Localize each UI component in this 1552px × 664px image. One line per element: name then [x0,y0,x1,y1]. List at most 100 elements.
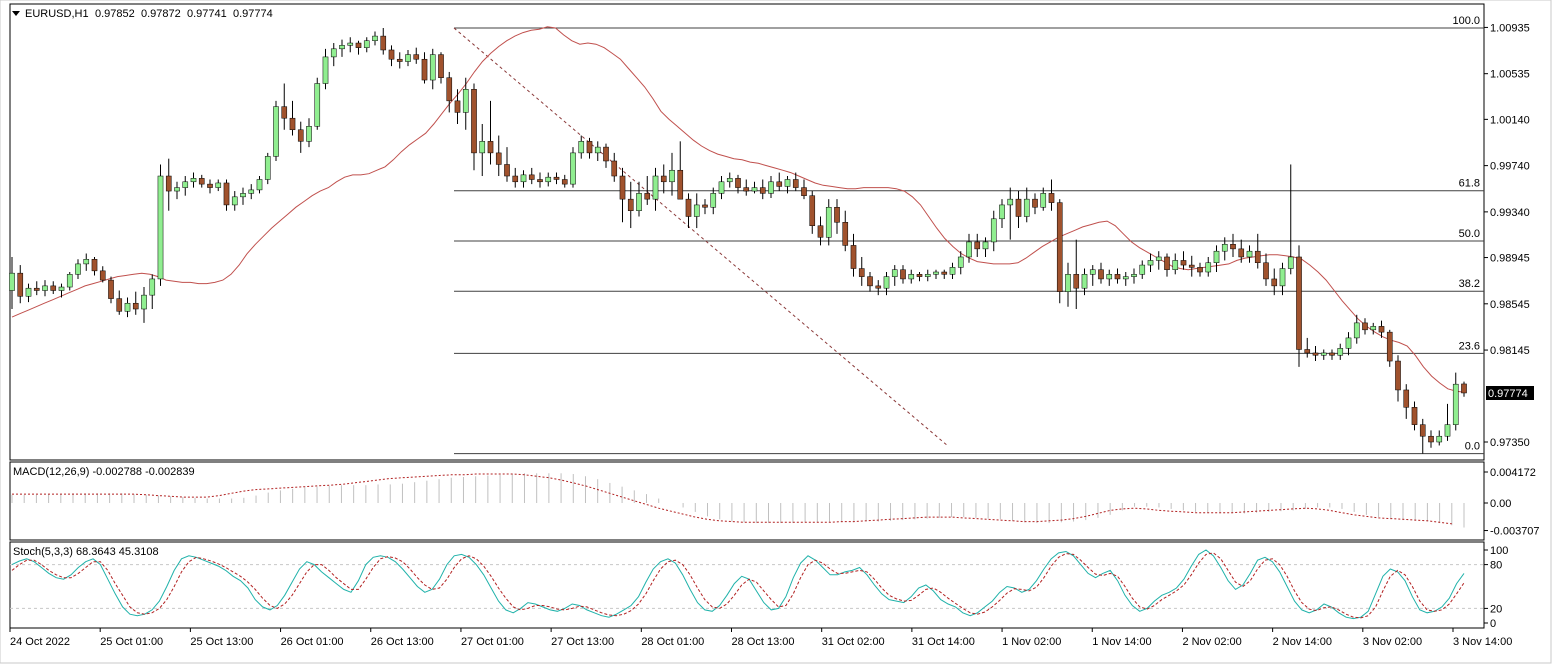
candle [924,269,931,282]
bull-candle-body [42,285,48,291]
bull-candle-body [1147,260,1154,266]
bear-candle-body [504,164,510,177]
candle [50,281,57,294]
candle [1221,237,1228,261]
fibonacci-retracement[interactable]: 100.0 61.8 50.0 38.2 23.6 0.0 [453,15,1484,455]
bull-candle-body [1081,274,1088,289]
macd-tick-label: 0.004172 [1490,467,1536,479]
candle [751,181,758,194]
candle [1007,187,1014,240]
candle [413,47,420,64]
bull-candle-body [1279,268,1286,287]
candle [1411,401,1418,431]
bull-candle-body [75,263,81,275]
candle [240,187,246,205]
bull-candle-body [933,271,939,275]
candle [141,287,147,323]
bull-candle-body [273,106,279,157]
candle [1254,233,1261,269]
bull-candle-body [1213,250,1220,264]
bull-candle-body [999,204,1005,220]
ma-line-path [11,26,1465,393]
bull-candle-body [1106,274,1113,280]
bear-candle-body [198,178,205,185]
bull-candle-body [1205,262,1212,273]
bear-candle-body [132,302,139,310]
bull-candle-body [1007,198,1014,206]
time-tick-label: 27 Oct 01:00 [461,636,524,648]
time-tick-label: 1 Nov 14:00 [1092,636,1151,648]
candle [1403,384,1410,419]
bear-candle-body [1403,389,1410,408]
bear-candle-body [941,271,948,275]
ohlc-close: 0.97774 [233,8,273,20]
time-axis: 24 Oct 2022 25 Oct 01:00 25 Oct 13:00 26 Oc… [9,628,1512,648]
stoch-main-line [11,549,1465,620]
price-tick-label: 0.99740 [1490,161,1530,173]
candle [1428,430,1434,448]
bull-candle-body [1444,424,1451,437]
macd-indicator [11,473,1465,528]
bull-candle-body [314,83,321,127]
candle [875,280,882,296]
candle [957,251,964,275]
time-tick-label: 24 Oct 2022 [10,636,70,648]
candle [347,37,354,53]
macd-tick-label: -0.003707 [1490,526,1540,538]
candle [801,179,807,200]
candle [256,176,263,194]
candle [1122,272,1129,286]
candle [1056,199,1063,304]
candle [1032,193,1038,215]
bull-candle-body [1065,274,1071,292]
candle [1155,251,1162,270]
bull-candle-body [949,267,956,275]
bull-candle-body [883,276,890,289]
bear-candle-body [1073,274,1080,289]
candle [9,256,15,310]
candle [1172,253,1179,275]
bear-candle-body [1048,193,1055,203]
bull-candle-body [174,187,180,192]
bear-candle-body [817,225,824,238]
triangle-down-icon[interactable] [12,11,20,16]
bull-candle-body [669,169,675,183]
candle [273,100,279,161]
candle [330,43,337,67]
bear-candle-body [1395,360,1401,391]
time-tick-label: 26 Oct 13:00 [371,636,434,648]
bull-candle-body [25,287,32,297]
bear-candle-body [1032,198,1038,208]
candlestick-series [9,28,1467,454]
symbol-header: EURUSD,H1 [25,8,89,20]
candle [182,176,189,196]
stoch-tick-label: 100 [1490,545,1508,557]
bear-candle-body [421,58,428,81]
candle [1164,253,1170,277]
candle [462,77,469,130]
candle [1139,260,1146,279]
bull-candle-body [215,182,222,188]
candle [1337,343,1344,360]
candle [157,164,164,286]
bear-candle-body [867,276,873,287]
candle [867,272,873,292]
bull-candle-body [1337,348,1344,356]
current-price-tag [1486,386,1534,400]
candle [677,141,684,200]
bear-candle-body [743,187,750,192]
candle [33,281,40,296]
bear-candle-body [1197,267,1203,273]
bull-candle-body [264,156,271,180]
candle [215,179,222,192]
candle [1345,332,1352,356]
bull-candle-body [652,175,659,200]
candle [644,176,651,205]
bear-candle-body [776,181,783,187]
bull-candle-body [751,187,758,192]
bull-candle-body [957,256,964,268]
bear-candle-body [1098,269,1104,280]
candle [471,83,477,171]
bear-candle-body [834,206,840,223]
